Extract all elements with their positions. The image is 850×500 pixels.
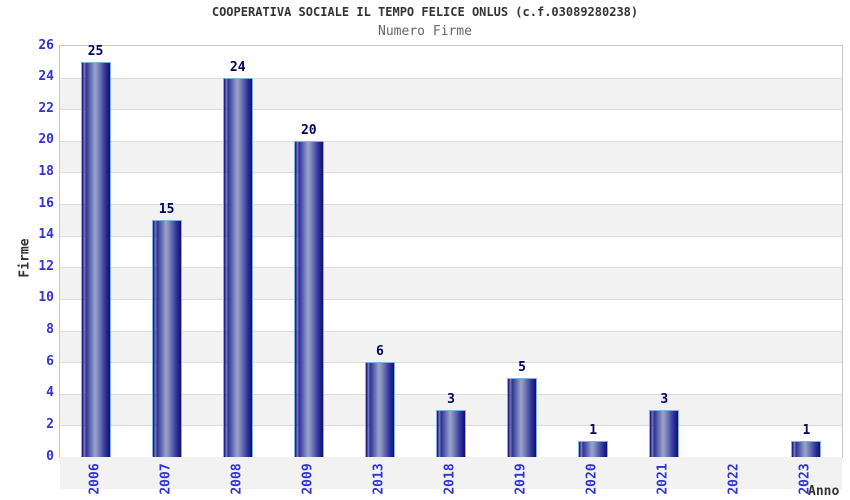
gridline [60, 140, 842, 142]
bar-value-label: 5 [518, 359, 526, 375]
x-tick-label: 2020 [584, 463, 600, 495]
x-tick-label: 2007 [158, 463, 174, 495]
bar-2020 [578, 441, 609, 457]
bar-value-label: 3 [660, 391, 669, 407]
bar-value-label: 1 [802, 423, 811, 439]
x-tick-label: 2022 [726, 463, 742, 495]
bar-2023 [791, 441, 822, 457]
gridline [60, 330, 842, 332]
chart-subtitle: Numero Firme [378, 24, 472, 39]
plot-band [60, 204, 842, 236]
plot-area: 25 15 24 20 6 3 5 1 3 1 [59, 43, 843, 489]
gridline [60, 109, 842, 111]
y-tick-label: 16 [38, 195, 54, 211]
gridline [60, 172, 842, 174]
y-tick-label: 24 [38, 69, 54, 85]
x-axis-title: Anno [808, 484, 840, 499]
x-tick-label: 2006 [87, 463, 103, 495]
plot-band [60, 77, 842, 110]
x-tick-label: 2021 [655, 463, 671, 495]
y-tick-label: 22 [38, 100, 54, 116]
bar-2007 [151, 219, 182, 457]
bar-2009 [293, 140, 324, 457]
y-tick-label: 14 [38, 227, 54, 243]
x-tick-label: 2013 [371, 463, 387, 495]
bar-value-label: 25 [87, 43, 104, 59]
bar-value-label: 15 [158, 201, 175, 217]
gridline [60, 77, 842, 79]
y-tick-label: 6 [46, 353, 54, 369]
plot-band [60, 267, 842, 299]
y-tick-label: 4 [46, 385, 54, 401]
y-tick-label: 0 [46, 448, 54, 464]
bar-value-label: 24 [229, 59, 246, 75]
y-tick-label: 8 [46, 322, 54, 338]
bar-2006 [80, 61, 111, 457]
plot-band [60, 457, 842, 489]
x-tick-label: 2019 [513, 463, 529, 495]
y-tick-label: 26 [38, 37, 54, 53]
bar-value-label: 6 [375, 344, 384, 360]
y-tick-label: 2 [46, 416, 54, 432]
gridline [60, 298, 842, 300]
plot-band [60, 140, 842, 173]
bar-2019 [507, 377, 538, 457]
y-tick-label: 12 [38, 258, 54, 274]
bar-value-label: 1 [589, 423, 598, 439]
y-tick-label: 18 [38, 163, 54, 179]
bar-2021 [649, 409, 680, 457]
gridline [60, 204, 842, 206]
gridline [60, 393, 842, 395]
bar-2008 [222, 77, 253, 457]
y-tick-label: 20 [38, 132, 54, 148]
bar-2018 [436, 409, 466, 457]
bar-value-label: 3 [447, 391, 455, 407]
y-tick-label: 10 [38, 290, 54, 306]
gridline [60, 267, 842, 269]
x-tick-label: 2009 [300, 463, 316, 495]
x-tick-label: 2008 [229, 463, 245, 495]
x-tick-label: 2018 [442, 463, 458, 495]
bar-value-label: 20 [300, 122, 317, 138]
chart-title: COOPERATIVA SOCIALE IL TEMPO FELICE ONLU… [211, 5, 639, 19]
gridline [60, 235, 842, 237]
plot-band [60, 330, 842, 363]
bar-2013 [364, 362, 395, 457]
gridline [60, 362, 842, 364]
y-axis-title: Firme [17, 238, 33, 278]
